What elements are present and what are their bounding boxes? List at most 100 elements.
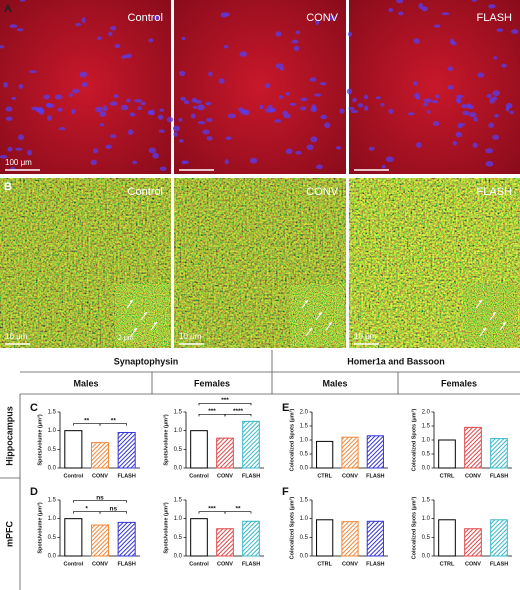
arrow-head [478,300,482,304]
nucleus [462,110,470,116]
nucleus [492,134,499,140]
nucleus [455,94,464,99]
nucleus [148,38,154,43]
y-tick-label: 1.0 [174,516,183,522]
nucleus [57,107,63,112]
nucleus [0,45,5,49]
nucleus [58,127,66,131]
panel-letter: D [30,486,38,498]
nucleus [129,112,136,117]
x-tick-label: CTRL [440,561,455,567]
nucleus [99,111,107,117]
nucleus [441,12,450,16]
x-tick-label: FLASH [366,473,384,479]
bar [341,436,359,469]
header-title: Homer1a and Bassoon [347,356,445,366]
y-tick-label: 1.5 [300,424,309,430]
nucleus [148,147,157,154]
x-tick-label: CONV [342,473,358,479]
nucleus [468,112,477,118]
nucleus [509,110,514,115]
nucleus [239,51,248,57]
nucleus [18,84,24,89]
bar [117,432,136,469]
significance-label: ns [96,494,104,501]
nucleus [396,0,404,4]
nucleus [114,43,121,49]
sex-label: Males [73,378,98,388]
nucleus [71,108,76,115]
nucleus [433,24,441,28]
nucleus [456,97,462,104]
nucleus [324,122,331,129]
nucleus [426,110,431,114]
nucleus [452,141,458,146]
nucleus [218,78,225,84]
nucleus [137,106,143,111]
y-tick-label: 0.0 [174,554,183,560]
nucleus [259,104,264,110]
x-tick-label: CONV [465,561,481,567]
nucleus [364,105,369,111]
y-tick-label: 0.0 [48,466,57,472]
y-tick-label: 1.0 [422,438,431,444]
nucleus [486,93,493,99]
nucleus [368,146,375,151]
nucleus [279,66,285,71]
nucleus [29,70,37,74]
nucleus [447,66,454,72]
bar [190,430,208,469]
significance-label: *** [221,397,229,404]
x-tick-label: FLASH [366,561,384,567]
nucleus [225,136,232,141]
nucleus [192,105,198,109]
y-tick-label: 2.0 [422,410,431,416]
nucleus [380,102,385,107]
bar [64,430,83,469]
inset [463,283,519,347]
x-tick-label: CONV [465,473,481,479]
nucleus [74,22,82,27]
x-tick-label: FLASH [242,473,260,479]
bar-chart: 0.0 0.5 1.0 1.5 Colocalized Spots (μm³) CTRL C… [288,497,388,567]
arrow-head [133,328,137,332]
nucleus [125,53,133,59]
significance-label: ns [110,505,118,512]
significance-label: **** [233,408,244,415]
image-label: Control [128,186,163,198]
bar-chart: 0.0 0.5 1.0 1.5 Spots/volume (μm³) Control CON… [162,397,264,479]
y-tick-label: 1.0 [48,516,57,522]
nucleus [54,94,63,100]
nucleus [178,70,186,77]
y-tick-label: 0.5 [300,535,309,541]
nucleus [126,98,131,103]
sex-label: Females [194,378,230,388]
nucleus [105,144,112,149]
nucleus [295,30,301,35]
y-tick-label: 0.5 [422,535,431,541]
nucleus [488,122,494,128]
nucleus [412,81,418,86]
header-title: Synaptophysin [114,356,179,366]
image-label: CONV [306,186,338,198]
nucleus [264,83,271,89]
sex-label: Males [322,378,347,388]
nucleus [16,28,24,32]
y-axis-label: Spots/volume (μm³) [36,502,43,554]
nucleus [477,72,485,78]
nucleus [7,146,13,152]
nucleus [488,4,496,9]
nucleus [434,94,440,99]
nucleus [300,106,307,111]
nucleus [316,164,323,170]
y-axis-label: Colocalized Spots (μm³) [410,497,417,560]
nucleus [227,113,236,119]
y-tick-label: 1.5 [174,498,183,504]
nucleus [363,94,369,100]
nucleus [81,17,86,23]
nucleus [152,15,161,21]
nucleus [197,120,206,125]
nucleus [431,100,439,104]
nucleus [172,125,181,132]
panel-letter: F [282,486,289,498]
